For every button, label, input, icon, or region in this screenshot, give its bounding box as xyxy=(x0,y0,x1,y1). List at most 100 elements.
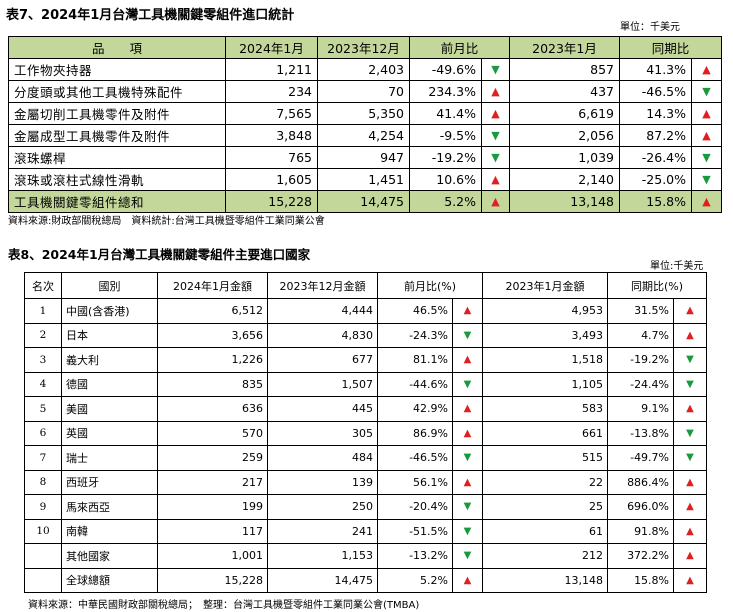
value-dec2023: 5,350 xyxy=(317,102,410,125)
value-dec2023: 14,475 xyxy=(267,567,378,593)
table-row: 滾珠或滾柱式線性滑軌 1,605 1,451 10.6% ▲ 2,140 -25.0% ▼ xyxy=(8,168,723,191)
item-name: 金屬成型工具機零件及附件 xyxy=(8,124,226,147)
triangle-up-icon: ▲ xyxy=(463,354,472,366)
table-row: 滾珠螺桿 765 947 -19.2% ▼ 1,039 -26.4% ▼ xyxy=(8,146,723,169)
value-jan2024: 217 xyxy=(157,469,268,495)
triangle-up-icon: ▲ xyxy=(686,329,694,341)
rank-cell: 5 xyxy=(24,396,62,422)
trend-cell: ▲ xyxy=(451,567,484,593)
value-mom: -20.4% xyxy=(377,494,453,520)
trend-cell: ▲ xyxy=(451,298,484,324)
trend-cell: ▲ xyxy=(673,543,708,569)
value-dec2023: 139 xyxy=(267,469,378,495)
value-mom: 5.2% xyxy=(377,567,453,593)
trend-cell: ▼ xyxy=(451,494,484,520)
value-yoy: 15.8% xyxy=(607,567,675,593)
value-mom: -24.3% xyxy=(377,322,453,348)
value-yoy: -26.4% xyxy=(619,146,693,169)
triangle-up-icon: ▲ xyxy=(702,107,711,120)
value-jan2023: 1,518 xyxy=(482,347,609,373)
triangle-up-icon: ▲ xyxy=(686,501,694,513)
value-jan2024: 3,848 xyxy=(225,124,318,147)
trend-cell: ▲ xyxy=(673,494,708,520)
header-item: 品 項 xyxy=(8,36,226,59)
trend-cell: ▲ xyxy=(451,420,484,446)
table8-unit: 單位:千美元 xyxy=(650,261,704,272)
triangle-down-icon: ▼ xyxy=(686,427,694,439)
value-jan2024: 259 xyxy=(157,445,268,471)
table-row: 8 西班牙 217 139 56.1% ▲ 22 886.4% ▲ xyxy=(24,469,708,495)
value-mom: -9.5% xyxy=(409,124,482,147)
value-yoy: -24.4% xyxy=(607,371,675,397)
trend-cell: ▼ xyxy=(673,420,708,446)
header-jan2024: 2024年1月 xyxy=(225,36,318,59)
header-jan2023: 2023年1月 xyxy=(509,36,621,59)
table8-body: 1 中國(含香港) 6,512 4,444 46.5% ▲ 4,953 31.5% ▲ 2 日本 3,… xyxy=(24,298,708,593)
rank-cell: 4 xyxy=(24,371,62,397)
table-row: 9 馬來西亞 199 250 -20.4% ▼ 25 696.0% ▲ xyxy=(24,494,708,520)
trend-cell: ▼ xyxy=(451,518,484,544)
triangle-down-icon: ▼ xyxy=(686,354,694,366)
value-jan2023: 13,148 xyxy=(509,190,621,213)
triangle-up-icon: ▲ xyxy=(491,85,500,98)
table7-source: 資料來源:財政部關稅總局 資料統計:台灣工具機暨零組件工業同業公會 xyxy=(8,216,325,227)
country-name: 德國 xyxy=(61,371,158,397)
value-dec2023: 70 xyxy=(317,80,410,103)
rank-cell: 6 xyxy=(24,420,62,446)
value-dec2023: 2,403 xyxy=(317,58,410,81)
triangle-up-icon: ▲ xyxy=(491,107,500,120)
header-country: 國別 xyxy=(61,272,158,299)
trend-cell: ▲ xyxy=(673,322,708,348)
value-jan2024: 1,001 xyxy=(157,543,268,569)
triangle-down-icon: ▼ xyxy=(463,452,472,464)
value-yoy: -25.0% xyxy=(619,168,693,191)
table-row: 其他國家 1,001 1,153 -13.2% ▼ 212 372.2% ▲ xyxy=(24,543,708,569)
value-jan2024: 199 xyxy=(157,494,268,520)
trend-cell: ▲ xyxy=(673,298,708,324)
trend-cell: ▲ xyxy=(451,469,484,495)
value-dec2023: 250 xyxy=(267,494,378,520)
country-name: 中國(含香港) xyxy=(61,298,158,324)
country-name: 瑞士 xyxy=(61,445,158,471)
value-yoy: -49.7% xyxy=(607,445,675,471)
table-row: 10 南韓 117 241 -51.5% ▼ 61 91.8% ▲ xyxy=(24,518,708,544)
value-jan2023: 515 xyxy=(482,445,609,471)
header-mom: 前月比(%) xyxy=(376,272,484,299)
triangle-down-icon: ▼ xyxy=(463,525,472,537)
value-mom: 46.5% xyxy=(377,298,453,324)
value-jan2024: 636 xyxy=(157,396,268,422)
triangle-up-icon: ▲ xyxy=(491,195,500,208)
trend-cell: ▼ xyxy=(673,371,708,397)
trend-cell: ▼ xyxy=(480,146,511,169)
header-rank: 名次 xyxy=(24,272,62,299)
value-dec2023: 241 xyxy=(267,518,378,544)
item-name: 滾珠螺桿 xyxy=(8,146,226,169)
trend-cell: ▼ xyxy=(451,543,484,569)
table7-body: 工作物夾持器 1,211 2,403 -49.6% ▼ 857 41.3% ▲ 分度頭或其他工具… xyxy=(8,58,723,213)
table7-import-stats: 品 項 2024年1月 2023年12月 前月比 2023年1月 同期比 工作物… xyxy=(8,36,723,213)
triangle-down-icon: ▼ xyxy=(463,329,472,341)
table-row: 分度頭或其他工具機特殊配件 234 70 234.3% ▲ 437 -46.5% ▼ xyxy=(8,80,723,103)
triangle-up-icon: ▲ xyxy=(463,427,472,439)
triangle-up-icon: ▲ xyxy=(686,476,694,488)
trend-cell: ▲ xyxy=(673,469,708,495)
value-yoy: -13.8% xyxy=(607,420,675,446)
trend-cell: ▼ xyxy=(691,80,723,103)
rank-cell: 3 xyxy=(24,347,62,373)
trend-cell: ▼ xyxy=(673,445,708,471)
value-jan2023: 1,039 xyxy=(509,146,621,169)
value-mom: -51.5% xyxy=(377,518,453,544)
table-row: 6 英國 570 305 86.9% ▲ 661 -13.8% ▼ xyxy=(24,420,708,446)
value-jan2024: 1,605 xyxy=(225,168,318,191)
table-row: 2 日本 3,656 4,830 -24.3% ▼ 3,493 4.7% ▲ xyxy=(24,322,708,348)
triangle-down-icon: ▼ xyxy=(702,151,711,164)
value-jan2024: 570 xyxy=(157,420,268,446)
table8-country-stats: 名次 國別 2024年1月金額 2023年12月金額 前月比(%) 2023年1… xyxy=(24,272,708,593)
table8-source: 資料來源：中華民國財政部關稅總局； 整理：台灣工具機暨零組件工業同業公會(TMB… xyxy=(28,600,420,611)
triangle-up-icon: ▲ xyxy=(463,403,472,415)
triangle-up-icon: ▲ xyxy=(686,525,694,537)
header-jan2024: 2024年1月金額 xyxy=(157,272,268,299)
value-jan2023: 1,105 xyxy=(482,371,609,397)
value-jan2023: 857 xyxy=(509,58,621,81)
value-yoy: 91.8% xyxy=(607,518,675,544)
